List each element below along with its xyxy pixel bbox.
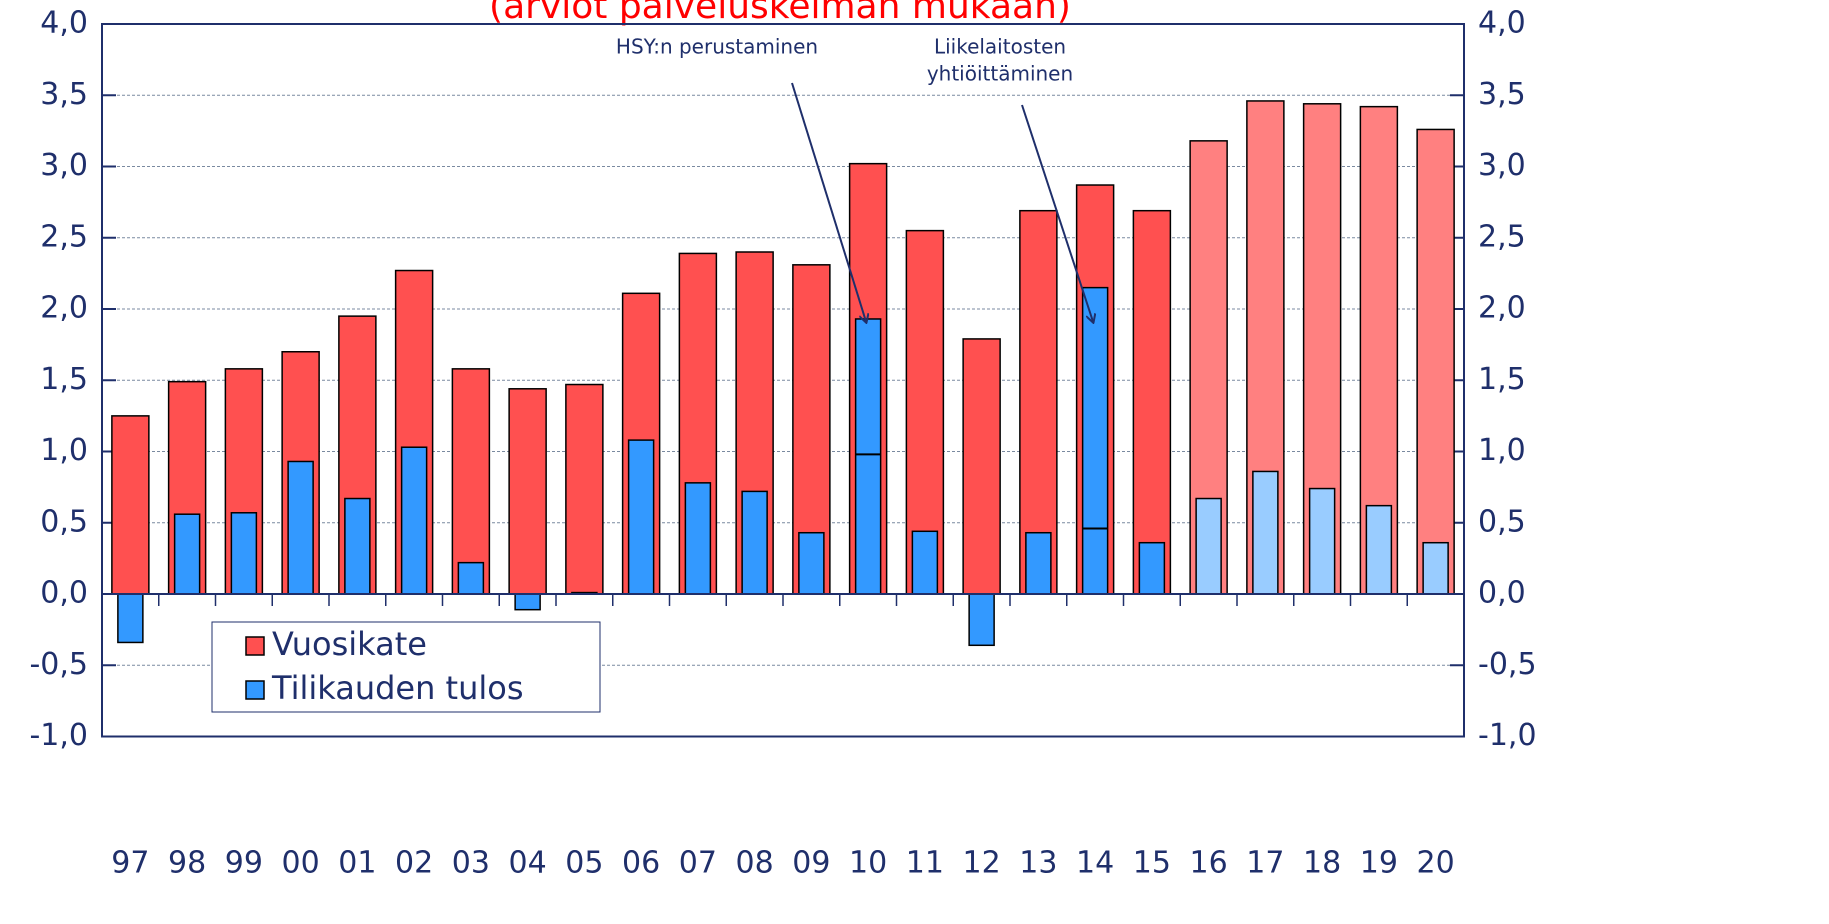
y2-tick-label: 3,5 bbox=[1478, 77, 1526, 112]
bar bbox=[911, 530, 939, 595]
bar bbox=[798, 531, 825, 595]
x-tick-label: 04 bbox=[509, 846, 547, 881]
bar bbox=[457, 561, 485, 595]
annotation: yhtiöittäminen bbox=[927, 62, 1073, 86]
bar bbox=[741, 490, 768, 595]
bar bbox=[1195, 497, 1222, 595]
y-tick-label: 2,5 bbox=[40, 219, 88, 254]
y2-tick-label: 3,0 bbox=[1478, 148, 1526, 183]
x-tick-label: 19 bbox=[1360, 846, 1398, 881]
annotation: Liikelaitosten bbox=[934, 35, 1066, 59]
y-tick-label: -0,5 bbox=[29, 647, 88, 682]
y-tick-label: 1,0 bbox=[40, 433, 88, 468]
bar bbox=[854, 318, 882, 595]
bar bbox=[1019, 209, 1058, 595]
legend-label: Tilikauden tulos bbox=[271, 669, 524, 707]
y2-tick-label: 4,0 bbox=[1478, 6, 1526, 41]
bar bbox=[173, 513, 201, 595]
plot-frame bbox=[101, 23, 1465, 738]
x-tick-label: 09 bbox=[792, 846, 830, 881]
x-tick-label: 16 bbox=[1190, 846, 1228, 881]
x-tick-label: 14 bbox=[1076, 846, 1114, 881]
legend-label: Vuosikate bbox=[272, 625, 427, 663]
y-tick-label: -1,0 bbox=[29, 718, 88, 753]
bar bbox=[230, 512, 258, 595]
bar bbox=[1132, 209, 1172, 595]
x-tick-label: 11 bbox=[906, 846, 944, 881]
y-tick-label: 1,5 bbox=[40, 362, 88, 397]
bar bbox=[684, 482, 712, 595]
bar bbox=[627, 439, 655, 595]
x-tick-label: 98 bbox=[168, 846, 206, 881]
x-tick-label: 02 bbox=[395, 846, 433, 881]
y-tick-label: 0,0 bbox=[40, 576, 88, 611]
x-tick-label: 97 bbox=[111, 846, 149, 881]
x-tick-label: 13 bbox=[1019, 846, 1057, 881]
y2-tick-label: 2,5 bbox=[1478, 219, 1526, 254]
y2-tick-label: 1,5 bbox=[1478, 362, 1526, 397]
bar bbox=[1416, 128, 1455, 595]
x-tick-label: 06 bbox=[622, 846, 660, 881]
annotation: HSY:n perustaminen bbox=[616, 35, 818, 59]
y2-tick-label: 0,5 bbox=[1478, 504, 1526, 539]
x-tick-label: 20 bbox=[1417, 846, 1455, 881]
x-tick-label: 03 bbox=[452, 846, 490, 881]
legend-box bbox=[211, 621, 601, 713]
bar bbox=[968, 593, 995, 647]
bar bbox=[962, 338, 1001, 595]
bar bbox=[1365, 504, 1393, 595]
bar bbox=[1138, 541, 1166, 595]
x-tick-label: 00 bbox=[282, 846, 320, 881]
y2-tick-label: 0,0 bbox=[1478, 576, 1526, 611]
y2-tick-label: 2,0 bbox=[1478, 291, 1526, 326]
x-tick-label: 12 bbox=[963, 846, 1001, 881]
x-tick-label: 07 bbox=[679, 846, 717, 881]
y-tick-label: 2,0 bbox=[40, 291, 88, 326]
x-tick-label: 08 bbox=[736, 846, 774, 881]
bar bbox=[1252, 470, 1279, 595]
bar bbox=[1308, 487, 1336, 595]
annotation-arrow bbox=[1021, 104, 1093, 322]
x-tick-label: 99 bbox=[225, 846, 263, 881]
bar bbox=[117, 593, 144, 644]
bar bbox=[508, 388, 547, 595]
x-tick-label: 18 bbox=[1303, 846, 1341, 881]
y-tick-label: 0,5 bbox=[40, 504, 88, 539]
bar bbox=[287, 460, 314, 595]
bar bbox=[451, 368, 491, 595]
x-tick-label: 05 bbox=[565, 846, 603, 881]
annotation-arrow bbox=[791, 82, 866, 322]
x-tick-label: 01 bbox=[338, 846, 376, 881]
y2-tick-label: -0,5 bbox=[1478, 647, 1537, 682]
bar bbox=[1081, 286, 1109, 595]
chart-title: (arviot palveluskelman mukaan) bbox=[489, 0, 1071, 27]
bar bbox=[400, 446, 428, 595]
y-tick-label: 3,5 bbox=[40, 77, 88, 112]
y-tick-label: 4,0 bbox=[40, 6, 88, 41]
bar bbox=[1025, 531, 1052, 595]
bar bbox=[1422, 541, 1449, 595]
bar bbox=[111, 415, 150, 595]
bar bbox=[344, 497, 371, 595]
bar bbox=[514, 593, 541, 611]
y-tick-label: 3,0 bbox=[40, 148, 88, 183]
bar bbox=[565, 383, 604, 595]
x-tick-label: 15 bbox=[1133, 846, 1171, 881]
legend-swatch bbox=[245, 680, 265, 700]
y2-tick-label: 1,0 bbox=[1478, 433, 1526, 468]
y2-tick-label: -1,0 bbox=[1478, 718, 1537, 753]
x-tick-label: 10 bbox=[849, 846, 887, 881]
legend-swatch bbox=[245, 636, 265, 656]
x-tick-label: 17 bbox=[1246, 846, 1284, 881]
